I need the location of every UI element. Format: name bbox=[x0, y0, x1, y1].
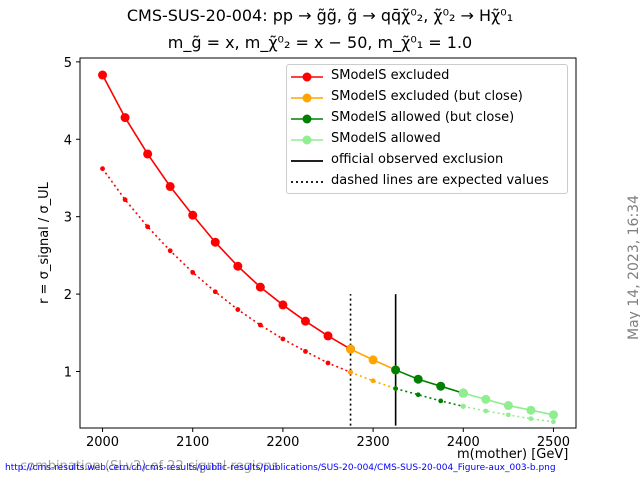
observed-point bbox=[120, 113, 130, 123]
observed-point bbox=[98, 70, 108, 80]
expected-line-excluded bbox=[101, 168, 351, 374]
expected-point bbox=[145, 224, 151, 230]
x-axis-label: m(mother) [GeV] bbox=[457, 447, 569, 462]
observed-point bbox=[188, 210, 198, 220]
x-tick-label: 2200 bbox=[266, 435, 299, 450]
expected-point bbox=[370, 378, 376, 384]
expected-point bbox=[505, 412, 511, 418]
expected-line-allowed_close bbox=[395, 387, 464, 408]
x-tick-label: 2300 bbox=[357, 435, 390, 450]
legend-label: official observed exclusion bbox=[331, 152, 504, 167]
observed-point bbox=[346, 344, 356, 354]
legend-item: SModelS allowed bbox=[287, 130, 567, 150]
timestamp: May 14, 2023, 16:34 bbox=[626, 195, 640, 340]
expected-point bbox=[212, 289, 218, 295]
expected-point bbox=[257, 322, 263, 328]
observed-point bbox=[391, 365, 401, 375]
x-tick-label: 2400 bbox=[447, 435, 480, 450]
legend-label: SModelS allowed (but close) bbox=[331, 110, 515, 125]
y-axis-label: r = σ_signal / σ_UL bbox=[37, 181, 52, 304]
legend-symbol bbox=[291, 72, 323, 82]
expected-point bbox=[100, 166, 105, 172]
figure-url: http://cms-results.web.cern.ch/cms-resul… bbox=[5, 463, 556, 473]
observed-point bbox=[503, 401, 513, 411]
observed-point bbox=[233, 261, 243, 271]
expected-point bbox=[438, 398, 444, 404]
legend-item: SModelS excluded (but close) bbox=[287, 88, 567, 108]
y-tick-label: 2 bbox=[64, 288, 72, 303]
y-tick-label: 5 bbox=[64, 56, 72, 71]
observed-point bbox=[255, 282, 265, 292]
legend-symbol bbox=[291, 135, 323, 145]
x-tick-label: 2100 bbox=[176, 435, 209, 450]
legend-label: SModelS excluded (but close) bbox=[331, 89, 523, 104]
legend-label: SModelS allowed bbox=[331, 131, 441, 146]
x-tick-label: 2000 bbox=[86, 435, 119, 450]
expected-point bbox=[528, 416, 534, 422]
plot-frame bbox=[79, 57, 577, 429]
legend-item: dashed lines are expected values bbox=[287, 172, 567, 192]
observed-point bbox=[143, 149, 153, 159]
observed-point bbox=[323, 331, 333, 341]
legend-symbol bbox=[291, 114, 323, 124]
y-tick-label: 4 bbox=[64, 133, 72, 148]
chart-title: CMS-SUS-20-004: pp → g̃g̃, g̃ → qq̄χ̃⁰₂,… bbox=[126, 6, 514, 25]
observed-point bbox=[210, 237, 220, 247]
expected-point bbox=[167, 248, 173, 254]
expected-point bbox=[483, 408, 489, 414]
x-tick-label: 2500 bbox=[537, 435, 570, 450]
expected-point bbox=[348, 369, 353, 375]
expected-point bbox=[551, 419, 556, 425]
legend-symbol bbox=[291, 160, 323, 162]
legend-symbol bbox=[291, 181, 323, 183]
observed-point bbox=[526, 405, 536, 415]
expected-point bbox=[393, 386, 399, 391]
observed-point bbox=[458, 388, 468, 398]
observed-point bbox=[436, 381, 446, 391]
legend-label: dashed lines are expected values bbox=[331, 173, 549, 188]
observed-line-allowed_close bbox=[395, 369, 464, 394]
expected-point bbox=[122, 197, 128, 203]
observed-point bbox=[413, 374, 423, 384]
expected-point bbox=[303, 348, 308, 354]
expected-point bbox=[460, 403, 466, 409]
y-tick-label: 3 bbox=[64, 211, 72, 226]
legend-symbol bbox=[291, 93, 323, 103]
observed-point bbox=[165, 181, 175, 191]
y-tick-label: 1 bbox=[64, 365, 72, 380]
observed-point bbox=[300, 316, 310, 326]
observed-point bbox=[368, 355, 378, 365]
legend-item: SModelS allowed (but close) bbox=[287, 109, 567, 129]
legend-item: official observed exclusion bbox=[287, 151, 567, 171]
expected-point bbox=[235, 307, 241, 312]
chart-subtitle: m_g̃ = x, m_χ̃⁰₂ = x − 50, m_χ̃⁰₁ = 1.0 bbox=[167, 33, 473, 52]
legend: SModelS excluded SModelS excluded (but cl… bbox=[286, 64, 568, 194]
expected-point bbox=[325, 360, 331, 366]
legend-label: SModelS excluded bbox=[331, 68, 450, 83]
expected-point bbox=[415, 392, 421, 398]
expected-point bbox=[280, 336, 286, 342]
observed-point bbox=[481, 394, 491, 404]
legend-item: SModelS excluded bbox=[287, 67, 567, 87]
observed-point bbox=[278, 300, 288, 310]
combination-note: combination (SLv2) of 22 signal regions bbox=[20, 459, 279, 474]
expected-point bbox=[190, 270, 196, 275]
observed-point bbox=[548, 410, 558, 420]
